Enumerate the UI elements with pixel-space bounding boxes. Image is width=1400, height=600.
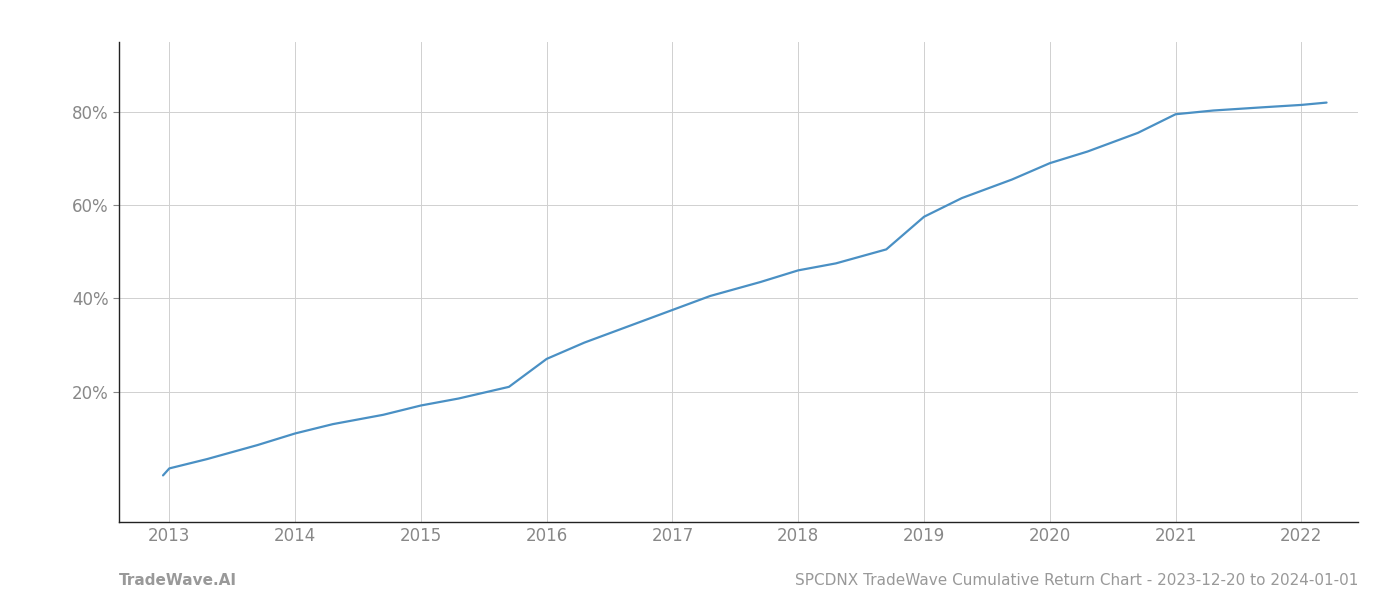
Text: SPCDNX TradeWave Cumulative Return Chart - 2023-12-20 to 2024-01-01: SPCDNX TradeWave Cumulative Return Chart… [795, 573, 1358, 588]
Text: TradeWave.AI: TradeWave.AI [119, 573, 237, 588]
